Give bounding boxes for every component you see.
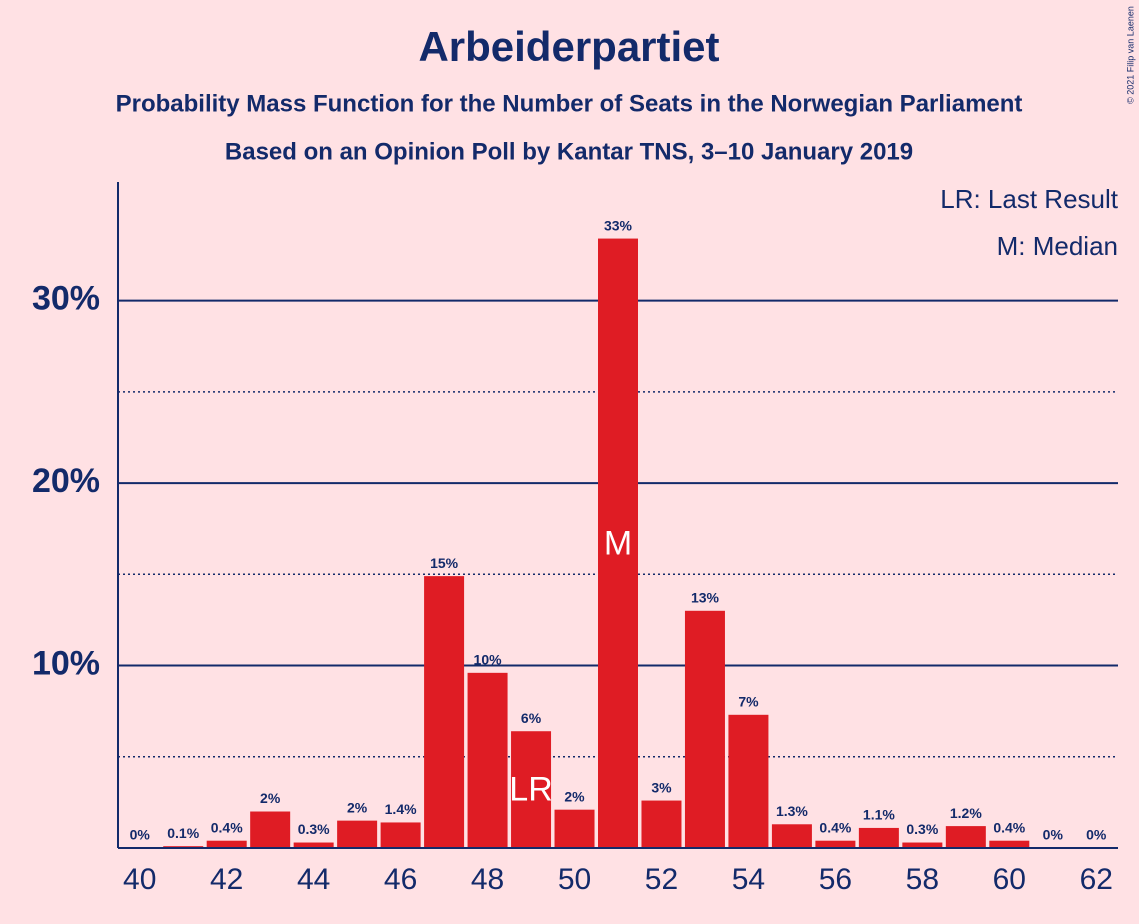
value-label: 1.1% — [863, 807, 895, 823]
legend-entry: M: Median — [997, 231, 1118, 261]
y-tick-label: 30% — [32, 280, 100, 318]
value-label: 13% — [691, 589, 720, 605]
value-label: 10% — [474, 652, 503, 668]
bar — [902, 842, 943, 848]
value-label: 1.3% — [776, 803, 808, 819]
bar — [684, 610, 725, 848]
x-tick-label: 48 — [471, 863, 504, 896]
bar — [554, 809, 595, 848]
value-label: 2% — [347, 799, 368, 815]
x-tick-label: 60 — [993, 863, 1026, 896]
legend-entry: LR: Last Result — [940, 184, 1119, 214]
value-label: 6% — [521, 710, 542, 726]
value-label: 1.4% — [385, 801, 417, 817]
value-label: 2% — [564, 788, 585, 804]
bar — [380, 822, 421, 848]
chart-subtitle: Based on an Opinion Poll by Kantar TNS, … — [225, 138, 913, 165]
value-label: 33% — [604, 217, 633, 233]
x-tick-label: 54 — [732, 863, 765, 896]
x-tick-label: 50 — [558, 863, 591, 896]
value-label: 7% — [738, 694, 759, 710]
copyright: © 2021 Filip van Laenen — [1125, 6, 1135, 104]
x-tick-label: 58 — [906, 863, 939, 896]
value-label: 0.4% — [819, 819, 851, 835]
value-label: 0.4% — [993, 819, 1025, 835]
x-tick-label: 44 — [297, 863, 330, 896]
x-tick-label: 56 — [819, 863, 852, 896]
bar — [337, 820, 378, 848]
y-tick-label: 10% — [32, 645, 100, 683]
bar — [945, 826, 986, 848]
chart-title: Arbeiderpartiet — [418, 23, 719, 70]
bar — [293, 842, 334, 848]
bar — [858, 827, 899, 848]
value-label: 0.1% — [167, 825, 199, 841]
x-tick-label: 42 — [210, 863, 243, 896]
bar — [815, 840, 856, 848]
value-label: 15% — [430, 555, 459, 571]
bar — [250, 811, 291, 848]
bar — [641, 800, 682, 848]
bar — [598, 238, 638, 848]
bar — [206, 840, 247, 848]
bar — [467, 672, 508, 848]
bar — [728, 714, 769, 848]
value-label: 2% — [260, 790, 281, 806]
x-tick-label: 62 — [1080, 863, 1113, 896]
chart-subtitle: Probability Mass Function for the Number… — [116, 90, 1023, 117]
annotation: M — [604, 524, 632, 562]
value-label: 0% — [1043, 827, 1064, 843]
x-tick-label: 40 — [123, 863, 156, 896]
value-label: 3% — [651, 779, 672, 795]
y-tick-label: 20% — [32, 462, 100, 500]
annotation: LR — [509, 771, 552, 809]
value-label: 0.4% — [211, 819, 243, 835]
x-tick-label: 46 — [384, 863, 417, 896]
bar — [424, 576, 465, 848]
value-label: 1.2% — [950, 805, 982, 821]
bar — [511, 731, 552, 848]
value-label: 0.3% — [298, 821, 330, 837]
value-label: 0.3% — [906, 821, 938, 837]
bar — [989, 840, 1030, 848]
x-tick-label: 52 — [645, 863, 678, 896]
value-label: 0% — [130, 827, 151, 843]
bar — [771, 824, 812, 848]
value-label: 0% — [1086, 827, 1107, 843]
